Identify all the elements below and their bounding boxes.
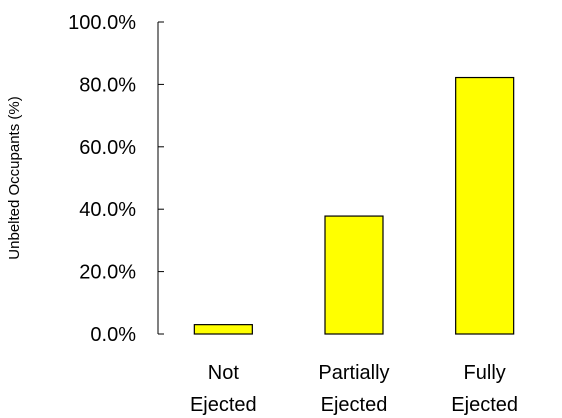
category-label: Partially Ejected	[318, 362, 389, 416]
y-tick-label: 0.0%	[90, 324, 136, 346]
bar	[455, 76, 515, 335]
category-label: Not Ejected	[190, 362, 257, 416]
bar	[324, 215, 384, 335]
y-tick-label: 60.0%	[79, 137, 136, 159]
y-tick-label: 40.0%	[79, 199, 136, 221]
y-tick-label: 100.0%	[68, 12, 136, 34]
category-label: Fully Ejected	[451, 362, 518, 416]
y-tick-label: 20.0%	[79, 262, 136, 284]
y-tick-label: 80.0%	[79, 74, 136, 96]
bar	[193, 324, 253, 335]
y-axis-label: Unbelted Occupants (%)	[6, 96, 23, 259]
